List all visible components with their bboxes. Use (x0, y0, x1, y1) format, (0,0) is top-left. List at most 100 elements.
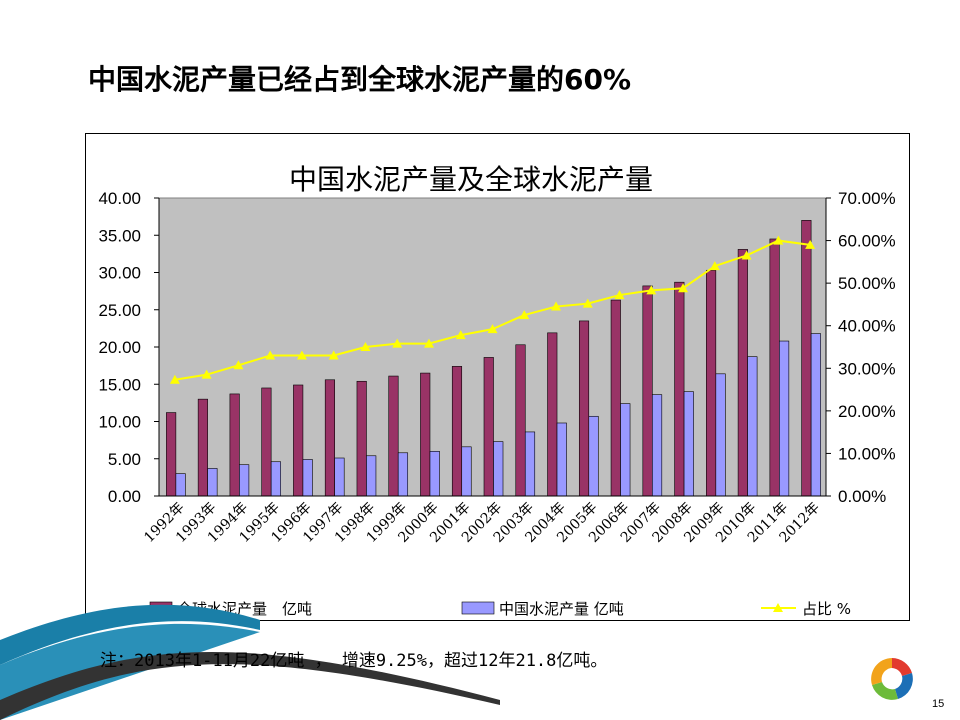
china-bar (715, 373, 726, 497)
legend-label-global: 全球水泥产量 亿吨 (177, 600, 312, 618)
china-bar (366, 455, 377, 497)
y-left-tick-label: 10.00 (98, 413, 141, 432)
china-bar (683, 391, 694, 497)
global-bar (388, 375, 399, 497)
global-bar (737, 249, 748, 497)
y-right-tick-label: 10.00% (838, 444, 896, 463)
china-bar (556, 422, 567, 497)
legend: 全球水泥产量 亿吨 中国水泥产量 亿吨 占比 % (149, 600, 851, 618)
global-bar (197, 398, 208, 497)
legend-label-ratio: 占比 % (802, 600, 851, 618)
y-left-tick-label: 5.00 (108, 450, 141, 469)
y-left-tick-label: 35.00 (98, 226, 141, 245)
china-bar (207, 468, 218, 497)
ratio-marker (233, 360, 244, 370)
china-bar (588, 415, 599, 497)
ratio-marker (169, 374, 180, 384)
chart-frame: 中国水泥产量及全球水泥产量 0.00 5.00 10.00 15.00 20.00 25.… (85, 133, 910, 621)
ratio-marker (296, 350, 307, 360)
y-left-tick-label: 15.00 (98, 375, 141, 394)
y-right-tick-label: 0.00% (838, 487, 886, 506)
global-bar (166, 412, 177, 497)
ratio-marker (709, 261, 720, 271)
global-bar (451, 366, 463, 497)
ratio-marker (328, 350, 339, 360)
global-bar (483, 357, 494, 497)
legend-swatch-ratio-marker (773, 603, 783, 612)
y-right-tick-label: 60.00% (838, 232, 896, 251)
ratio-line-group (169, 235, 816, 384)
ratio-marker (360, 342, 371, 351)
global-bar (706, 269, 717, 497)
legend-label-china: 中国水泥产量 亿吨 (499, 600, 624, 618)
global-bar (674, 281, 685, 497)
ratio-marker (646, 285, 657, 295)
legend-swatch-china (461, 601, 495, 615)
slide-title: 中国水泥产量已经占到全球水泥产量的60% (88, 63, 632, 96)
global-bar (610, 299, 621, 497)
china-bar (397, 452, 409, 497)
global-bar (261, 387, 272, 497)
y-left-tick-label: 0.00 (108, 487, 141, 506)
y-right-tick-label: 20.00% (838, 402, 896, 421)
china-bar (334, 457, 345, 497)
y-right-tick-label: 50.00% (838, 274, 896, 293)
china-bar (493, 441, 504, 497)
global-bar (801, 220, 812, 497)
china-bar (747, 356, 758, 497)
y-left-axis: 0.00 5.00 10.00 15.00 20.00 25.00 30.00 35.00 40… (98, 189, 160, 506)
y-right-tick-label: 30.00% (838, 359, 896, 378)
global-bars-group (166, 220, 812, 497)
ratio-marker (551, 301, 562, 311)
china-bars-group (175, 333, 821, 497)
ratio-marker (392, 338, 403, 348)
footnote: 注：2013年1-11月22亿吨 ， 增速9.25%，超过12年21.8亿吨。 (100, 651, 608, 671)
global-bar (642, 285, 653, 497)
ratio-marker (519, 310, 530, 320)
china-bar (810, 333, 821, 497)
ratio-marker (741, 250, 752, 260)
china-bar (524, 431, 536, 497)
global-bar (547, 332, 558, 497)
china-bar (429, 450, 440, 497)
ratio-marker (487, 324, 498, 334)
legend-swatch-global (149, 601, 173, 615)
y-left-tick-label: 20.00 (98, 338, 141, 357)
chart-svg: 中国水泥产量及全球水泥产量 0.00 5.00 10.00 15.00 20.00 25.… (98, 163, 896, 618)
global-bar (356, 380, 367, 497)
china-bar (270, 461, 281, 497)
ratio-marker (773, 235, 784, 245)
global-bar (420, 372, 431, 497)
chart-title: 中国水泥产量及全球水泥产量 (289, 163, 653, 196)
china-bar (652, 394, 663, 497)
global-bar (515, 344, 526, 497)
ratio-marker (201, 369, 212, 379)
global-bar (229, 393, 240, 497)
china-bar (461, 446, 472, 497)
company-logo-icon (871, 658, 913, 700)
x-axis: 1992年1993年1994年1995年1996年1997年1998年1999年… (141, 495, 826, 546)
china-bar (302, 459, 313, 497)
y-left-tick-label: 25.00 (98, 301, 141, 320)
global-bar (769, 238, 780, 497)
ratio-marker (614, 290, 625, 300)
ratio-marker (678, 283, 689, 293)
ratio-marker (582, 298, 593, 308)
y-left-tick-label: 30.00 (98, 264, 141, 283)
china-bar (620, 403, 631, 497)
ratio-marker (455, 330, 466, 340)
y-left-tick-label: 40.00 (98, 189, 141, 208)
y-right-tick-label: 40.00% (838, 317, 896, 336)
china-bar (779, 340, 790, 497)
china-bar (175, 473, 186, 497)
ratio-marker (423, 338, 434, 348)
y-right-axis: 0.00% 10.00% 20.00% 30.00% 40.00% 50.00% 60.00… (825, 189, 896, 506)
y-right-tick-label: 70.00% (838, 189, 896, 208)
ratio-marker (805, 239, 816, 249)
global-bar (324, 379, 335, 497)
china-bar (239, 464, 250, 497)
global-bar (293, 384, 304, 497)
global-bar (578, 320, 590, 497)
page-number: 15 (932, 698, 945, 710)
ratio-marker (265, 350, 276, 360)
